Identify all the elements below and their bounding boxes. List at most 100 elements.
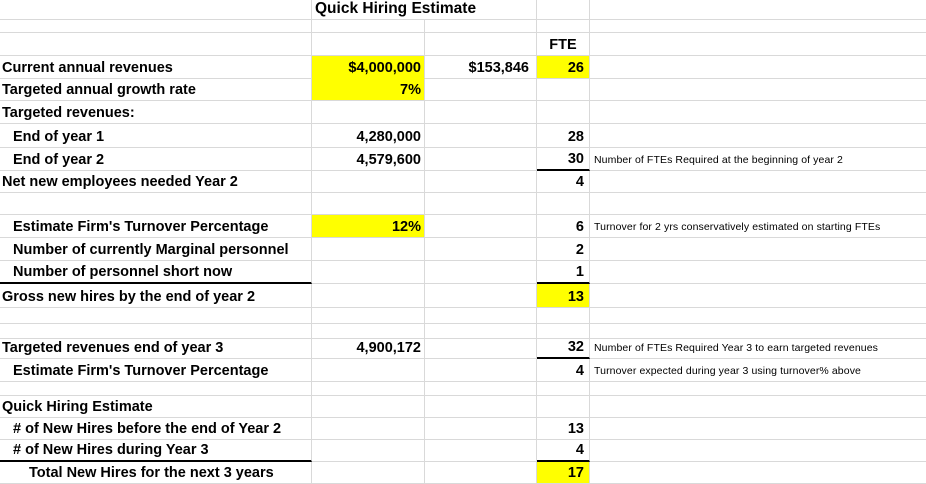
cell-d6[interactable] (537, 101, 590, 124)
cell-e1[interactable] (590, 0, 926, 20)
turnover-percentage-value[interactable]: 12% (312, 215, 425, 238)
total-new-hires-fte[interactable]: 17 (537, 462, 590, 484)
cell-b14[interactable] (312, 284, 425, 308)
cell-e16[interactable] (590, 324, 926, 339)
cell-c12[interactable] (425, 238, 537, 261)
cell-c17[interactable] (425, 339, 537, 359)
cell-a3[interactable] (0, 33, 312, 56)
cell-c7[interactable] (425, 124, 537, 148)
cell-d1[interactable] (537, 0, 590, 20)
cell-c6[interactable] (425, 101, 537, 124)
cell-c21[interactable] (425, 418, 537, 440)
current-fte-value[interactable]: 26 (537, 56, 590, 79)
cell-c22[interactable] (425, 440, 537, 462)
cell-d19[interactable] (537, 382, 590, 396)
end-of-year-2-revenue[interactable]: 4,579,600 (312, 148, 425, 171)
cell-e2[interactable] (590, 20, 926, 33)
end-of-year-2-fte[interactable]: 30 (537, 148, 590, 171)
new-hires-during-year-3-label[interactable]: # of New Hires during Year 3 (0, 440, 312, 462)
gross-new-hires-fte[interactable]: 13 (537, 284, 590, 308)
current-annual-revenues-value[interactable]: $4,000,000 (312, 56, 425, 79)
gross-new-hires-label[interactable]: Gross new hires by the end of year 2 (0, 284, 312, 308)
turnover-year-3-fte[interactable]: 4 (537, 359, 590, 382)
marginal-personnel-fte[interactable]: 2 (537, 238, 590, 261)
net-new-employees-fte[interactable]: 4 (537, 171, 590, 193)
growth-rate-value[interactable]: 7% (312, 79, 425, 101)
cell-c8[interactable] (425, 148, 537, 171)
cell-d20[interactable] (537, 396, 590, 418)
cell-b19[interactable] (312, 382, 425, 396)
cell-b21[interactable] (312, 418, 425, 440)
cell-c11[interactable] (425, 215, 537, 238)
personnel-short-fte[interactable]: 1 (537, 261, 590, 284)
end-of-year-2-label[interactable]: End of year 2 (0, 148, 312, 171)
end-of-year-2-note[interactable]: Number of FTEs Required at the beginning… (590, 148, 926, 171)
revenue-per-employee-value[interactable]: $153,846 (425, 56, 537, 79)
cell-e6[interactable] (590, 101, 926, 124)
cell-e9[interactable] (590, 171, 926, 193)
cell-b10[interactable] (312, 193, 425, 215)
cell-e23[interactable] (590, 462, 926, 484)
targeted-revenues-year-3-label[interactable]: Targeted revenues end of year 3 (0, 339, 312, 359)
total-new-hires-label[interactable]: Total New Hires for the next 3 years (0, 462, 312, 484)
cell-e19[interactable] (590, 382, 926, 396)
cell-b16[interactable] (312, 324, 425, 339)
cell-b3[interactable] (312, 33, 425, 56)
cell-c9[interactable] (425, 171, 537, 193)
cell-e21[interactable] (590, 418, 926, 440)
cell-b20[interactable] (312, 396, 425, 418)
cell-b6[interactable] (312, 101, 425, 124)
cell-e20[interactable] (590, 396, 926, 418)
cell-d2[interactable] (537, 20, 590, 33)
cell-e7[interactable] (590, 124, 926, 148)
cell-a10[interactable] (0, 193, 312, 215)
current-annual-revenues-label[interactable]: Current annual revenues (0, 56, 312, 79)
cell-c18[interactable] (425, 359, 537, 382)
cell-b12[interactable] (312, 238, 425, 261)
cell-a1[interactable] (0, 0, 312, 20)
cell-a16[interactable] (0, 324, 312, 339)
cell-e3[interactable] (590, 33, 926, 56)
cell-d5[interactable] (537, 79, 590, 101)
turnover-year-3-note[interactable]: Turnover expected during year 3 using tu… (590, 359, 926, 382)
new-hires-before-year-2-label[interactable]: # of New Hires before the end of Year 2 (0, 418, 312, 440)
cell-e10[interactable] (590, 193, 926, 215)
cell-e22[interactable] (590, 440, 926, 462)
new-hires-during-year-3-fte[interactable]: 4 (537, 440, 590, 462)
cell-c10[interactable] (425, 193, 537, 215)
cell-e5[interactable] (590, 79, 926, 101)
targeted-revenues-heading[interactable]: Targeted revenues: (0, 101, 312, 124)
cell-e13[interactable] (590, 261, 926, 284)
targeted-revenues-year-3-value[interactable]: 4,900,172 (312, 339, 425, 359)
cell-b9[interactable] (312, 171, 425, 193)
cell-b23[interactable] (312, 462, 425, 484)
cell-d16[interactable] (537, 324, 590, 339)
new-hires-before-year-2-fte[interactable]: 13 (537, 418, 590, 440)
cell-b18[interactable] (312, 359, 425, 382)
cell-c15[interactable] (425, 308, 537, 324)
net-new-employees-label[interactable]: Net new employees needed Year 2 (0, 171, 312, 193)
turnover-fte[interactable]: 6 (537, 215, 590, 238)
personnel-short-label[interactable]: Number of personnel short now (0, 261, 312, 284)
cell-e4[interactable] (590, 56, 926, 79)
cell-c2[interactable] (425, 20, 537, 33)
cell-c19[interactable] (425, 382, 537, 396)
cell-c13[interactable] (425, 261, 537, 284)
cell-c20[interactable] (425, 396, 537, 418)
fte-column-header[interactable]: FTE (537, 33, 590, 56)
cell-c3[interactable] (425, 33, 537, 56)
cell-b13[interactable] (312, 261, 425, 284)
quick-hiring-heading[interactable]: Quick Hiring Estimate (0, 396, 312, 418)
cell-b15[interactable] (312, 308, 425, 324)
cell-a19[interactable] (0, 382, 312, 396)
cell-c16[interactable] (425, 324, 537, 339)
cell-b2[interactable] (312, 20, 425, 33)
cell-a2[interactable] (0, 20, 312, 33)
turnover-note[interactable]: Turnover for 2 yrs conservatively estima… (590, 215, 926, 238)
end-of-year-1-fte[interactable]: 28 (537, 124, 590, 148)
cell-c5[interactable] (425, 79, 537, 101)
cell-c14[interactable] (425, 284, 537, 308)
end-of-year-1-label[interactable]: End of year 1 (0, 124, 312, 148)
cell-e15[interactable] (590, 308, 926, 324)
cell-d10[interactable] (537, 193, 590, 215)
